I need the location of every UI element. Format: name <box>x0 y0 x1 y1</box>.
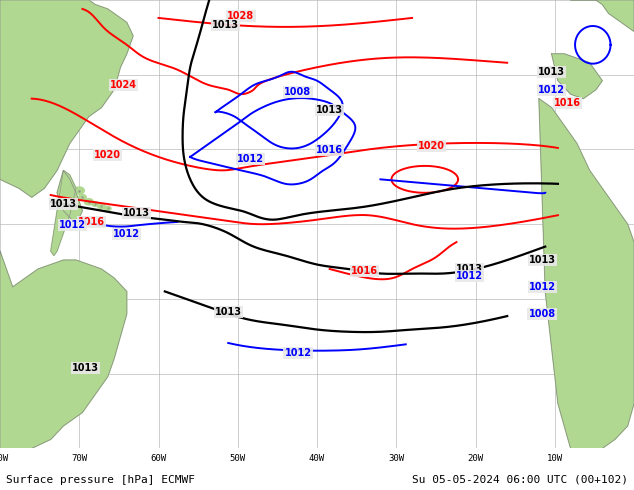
Circle shape <box>92 202 98 206</box>
Polygon shape <box>0 0 133 197</box>
Polygon shape <box>51 171 76 256</box>
Text: Su 05-05-2024 06:00 UTC (00+102): Su 05-05-2024 06:00 UTC (00+102) <box>411 475 628 485</box>
Text: 1012: 1012 <box>113 229 140 239</box>
Text: 10W: 10W <box>547 454 563 463</box>
Polygon shape <box>571 0 634 31</box>
Text: 1013: 1013 <box>538 67 565 77</box>
Text: 1020: 1020 <box>418 141 444 151</box>
Text: 1016: 1016 <box>79 217 105 227</box>
Text: 1024: 1024 <box>110 80 137 90</box>
Text: 60W: 60W <box>150 454 167 463</box>
Text: 1013: 1013 <box>72 363 99 373</box>
Text: 1012: 1012 <box>456 271 482 281</box>
Text: 1012: 1012 <box>285 348 311 358</box>
Text: 1016: 1016 <box>351 266 378 276</box>
Text: Surface pressure [hPa] ECMWF: Surface pressure [hPa] ECMWF <box>6 475 195 485</box>
Text: 1013: 1013 <box>123 208 150 218</box>
Polygon shape <box>0 251 127 448</box>
Text: 1013: 1013 <box>212 20 238 30</box>
Text: 40W: 40W <box>309 454 325 463</box>
Text: 1013: 1013 <box>316 105 343 115</box>
Polygon shape <box>552 54 602 98</box>
Text: 1028: 1028 <box>228 11 254 21</box>
Text: 1013: 1013 <box>215 307 242 317</box>
Text: 1008: 1008 <box>529 309 555 319</box>
Text: 20W: 20W <box>467 454 484 463</box>
Text: 1013: 1013 <box>529 255 555 265</box>
Text: 50W: 50W <box>230 454 246 463</box>
Text: 1013: 1013 <box>456 264 482 274</box>
Text: 80W: 80W <box>0 454 8 463</box>
Text: 1012: 1012 <box>237 154 264 164</box>
Text: 70W: 70W <box>71 454 87 463</box>
Polygon shape <box>539 98 634 448</box>
Circle shape <box>84 198 93 205</box>
Text: 1012: 1012 <box>538 85 565 95</box>
Text: 1016: 1016 <box>316 145 343 155</box>
Text: 1016: 1016 <box>554 98 581 108</box>
Text: 1012: 1012 <box>60 220 86 230</box>
Text: 30W: 30W <box>388 454 404 463</box>
Text: 1020: 1020 <box>94 149 121 160</box>
Text: 1008: 1008 <box>285 87 311 97</box>
Circle shape <box>105 206 111 211</box>
Text: 1013: 1013 <box>50 199 77 209</box>
Text: 1012: 1012 <box>529 282 555 292</box>
Circle shape <box>98 203 105 209</box>
Circle shape <box>74 187 84 194</box>
Circle shape <box>79 195 86 200</box>
Polygon shape <box>57 171 82 224</box>
